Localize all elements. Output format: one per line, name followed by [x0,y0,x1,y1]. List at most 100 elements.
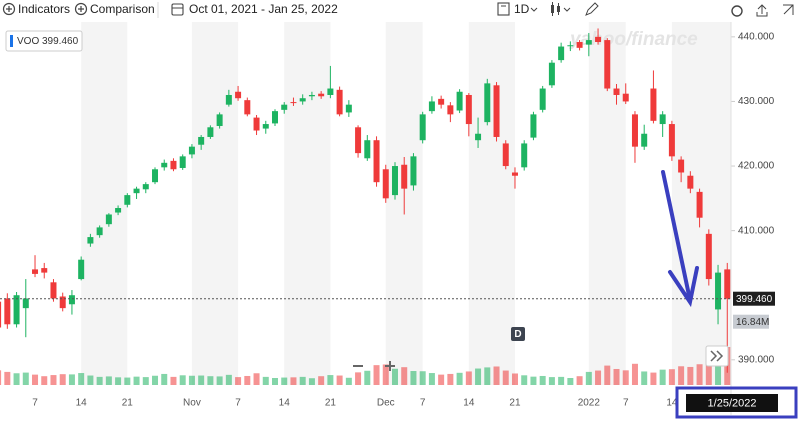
volume-bar [484,367,491,385]
candle-body [567,45,574,47]
symbol-legend: VOO 399.460 [5,30,83,52]
volume-bar [78,373,85,385]
candle-body [558,46,565,61]
volume-bar [650,372,657,385]
settings-button[interactable] [731,5,743,17]
volume-bar [604,365,611,385]
volume-bar [631,363,638,385]
volume-bar [548,377,555,385]
candle-body [355,127,362,154]
indicators-button[interactable]: Indicators [2,2,71,16]
volume-bar [0,370,2,385]
candle-body [115,208,122,213]
zoom-controls[interactable] [353,361,395,371]
date-range-button[interactable]: Oct 01, 2021 - Jan 25, 2022 [171,2,338,16]
volume-bar [152,375,159,385]
candle-body [78,259,85,280]
candle-body [576,42,583,48]
candle-body [207,127,214,137]
candle-body [262,124,269,129]
candle-body [133,188,140,194]
date-range-label[interactable]: Oct 01, 2021 - Jan 25, 2022 [189,2,338,16]
volume-bar [59,374,66,385]
chart-type-button[interactable] [551,2,571,16]
candle-body [142,184,149,190]
volume-bar [622,370,629,385]
volume-bar [253,373,260,385]
candle-body [105,214,112,225]
volume-bar [272,378,278,385]
candle-body [327,88,334,95]
indicators-label[interactable]: Indicators [18,2,70,16]
volume-bar [170,376,177,385]
candle-body [4,298,11,325]
candles [0,28,731,373]
candle-body [659,114,666,125]
last-volume-label: 16.84M [736,317,769,328]
candle-body [521,143,528,168]
candle-body [438,98,445,105]
symbol-price: 399.460 [42,36,79,47]
candle-body [585,40,592,45]
volume-bar [678,366,685,385]
candle-body [235,91,242,99]
candle-body [475,133,482,141]
volume-bar [318,376,325,385]
candle-body [188,146,195,155]
volume-bar [327,375,334,385]
x-tick-label: 7 [623,398,629,409]
x-tick-label: 14 [463,398,475,409]
volume-bars [0,347,731,385]
candle-body [705,233,712,280]
volume-bar [188,375,195,385]
candle-body [170,160,177,170]
x-tick-label: 14 [666,398,678,409]
volume-bar [32,374,39,385]
scroll-right-button[interactable] [705,345,729,367]
week-band [284,22,331,385]
volume-bar [410,371,417,385]
candle-body [345,104,352,113]
x-tick-label: Dec [377,398,395,409]
candle-body [631,114,638,147]
draw-button[interactable] [585,2,599,16]
volume-bar [511,373,518,385]
candle-body [22,298,29,309]
volume-bar [235,377,242,385]
volume-bar [13,373,20,385]
event-marker[interactable]: D [511,327,525,341]
interval-button[interactable]: 1D [497,2,538,16]
volume-bar [161,373,168,385]
x-tick-label: 7 [235,398,241,409]
volume-bar [281,377,288,385]
volume-bar [244,375,251,385]
candle-body [604,40,611,89]
candle-body [336,89,343,115]
highlight-box [675,386,798,419]
interval-label[interactable]: 1D [514,2,530,16]
candle-body [678,159,685,173]
volume-bar [659,369,666,385]
comparison-label[interactable]: Comparison [90,2,155,16]
volume-bar [216,376,223,385]
event-marker-label[interactable]: D [514,329,521,340]
comparison-button[interactable]: Comparison [74,2,155,16]
fullscreen-button[interactable] [783,4,794,15]
volume-bar [68,374,75,385]
x-tick-label: 7 [32,398,38,409]
volume-bar [613,368,620,385]
candle-body [0,301,2,328]
volume-bar [50,375,57,385]
share-button[interactable] [756,4,768,17]
volume-bar [705,359,712,385]
volume-bar [668,369,675,385]
volume-bar [447,373,454,385]
candle-body [253,117,260,131]
candle-body [152,169,159,183]
last-price-tag [733,291,775,306]
candle-body [382,169,389,199]
y-tick-label: 440.000 [738,31,775,42]
week-band [191,22,239,385]
candle-body [511,172,518,176]
annotation-arrow [661,170,699,308]
